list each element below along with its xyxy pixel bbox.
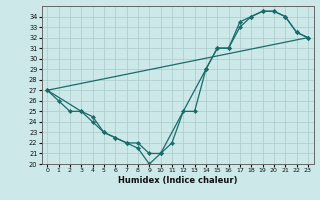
X-axis label: Humidex (Indice chaleur): Humidex (Indice chaleur) [118, 176, 237, 185]
